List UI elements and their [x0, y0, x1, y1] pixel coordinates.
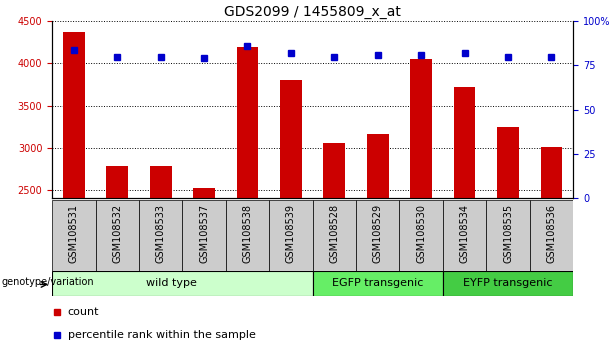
- Text: EYFP transgenic: EYFP transgenic: [463, 278, 553, 288]
- Text: genotype/variation: genotype/variation: [1, 277, 94, 287]
- Text: GSM108528: GSM108528: [329, 204, 340, 263]
- Text: count: count: [68, 307, 99, 316]
- Bar: [237, 46, 258, 198]
- Bar: [410, 59, 432, 198]
- Bar: [52, 200, 96, 271]
- Bar: [541, 147, 562, 198]
- Bar: [443, 200, 486, 271]
- Text: GSM108538: GSM108538: [243, 204, 253, 263]
- Bar: [530, 200, 573, 271]
- Bar: [280, 80, 302, 198]
- Text: GSM108535: GSM108535: [503, 204, 513, 263]
- Text: GSM108533: GSM108533: [156, 204, 166, 263]
- Bar: [183, 200, 226, 271]
- Title: GDS2099 / 1455809_x_at: GDS2099 / 1455809_x_at: [224, 5, 401, 19]
- Bar: [96, 200, 139, 271]
- Bar: [150, 166, 172, 198]
- Bar: [139, 200, 183, 271]
- Bar: [107, 166, 128, 198]
- Bar: [313, 271, 443, 296]
- Bar: [52, 271, 313, 296]
- Text: wild type: wild type: [146, 278, 197, 288]
- Text: GSM108534: GSM108534: [460, 204, 470, 263]
- Bar: [497, 127, 519, 198]
- Bar: [313, 200, 356, 271]
- Text: GSM108539: GSM108539: [286, 204, 296, 263]
- Bar: [63, 32, 85, 198]
- Text: GSM108537: GSM108537: [199, 204, 209, 263]
- Bar: [356, 200, 400, 271]
- Bar: [324, 143, 345, 198]
- Text: GSM108532: GSM108532: [112, 204, 122, 263]
- Text: GSM108531: GSM108531: [69, 204, 79, 263]
- Bar: [367, 134, 389, 198]
- Text: percentile rank within the sample: percentile rank within the sample: [68, 330, 256, 340]
- Bar: [443, 271, 573, 296]
- Bar: [454, 87, 476, 198]
- Bar: [269, 200, 313, 271]
- Bar: [400, 200, 443, 271]
- Bar: [193, 188, 215, 198]
- Bar: [486, 200, 530, 271]
- Bar: [226, 200, 269, 271]
- Text: EGFP transgenic: EGFP transgenic: [332, 278, 424, 288]
- Text: GSM108529: GSM108529: [373, 204, 383, 263]
- Text: GSM108536: GSM108536: [546, 204, 557, 263]
- Text: GSM108530: GSM108530: [416, 204, 426, 263]
